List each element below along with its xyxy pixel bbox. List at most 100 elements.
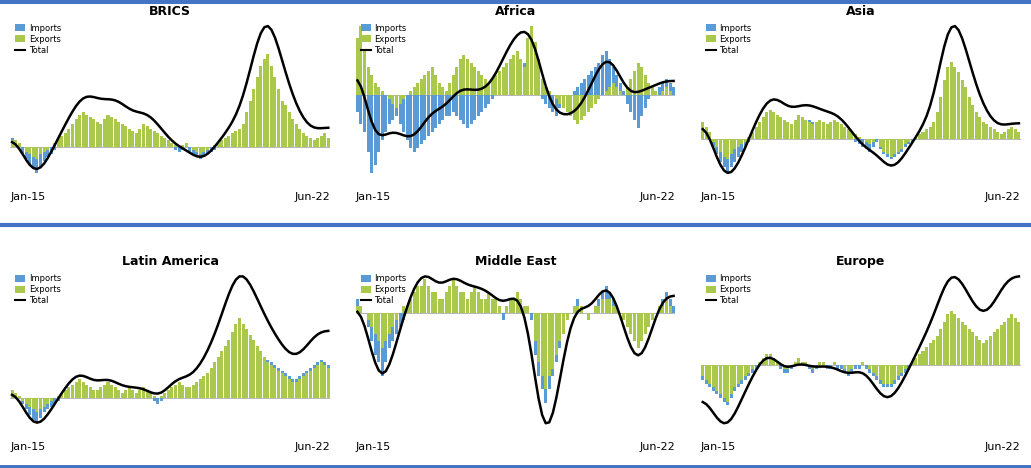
Bar (790, 366, 793, 369)
Bar (10, 140, 13, 147)
Bar (476, 95, 479, 116)
Bar (291, 126, 294, 147)
Bar (508, 307, 511, 313)
Bar (925, 347, 928, 366)
Bar (939, 332, 942, 366)
Bar (484, 79, 487, 95)
Bar (836, 130, 839, 139)
Bar (872, 366, 874, 373)
Bar (552, 313, 555, 376)
Bar (86, 115, 89, 147)
Bar (181, 145, 185, 147)
Bar (974, 117, 977, 139)
Bar (1013, 132, 1017, 139)
Bar (566, 95, 568, 112)
Bar (668, 307, 671, 313)
Bar (587, 95, 590, 112)
Bar (878, 139, 882, 149)
Bar (185, 388, 188, 398)
Bar (986, 124, 989, 139)
Bar (280, 371, 284, 398)
Bar (986, 130, 989, 139)
Bar (93, 395, 95, 398)
Bar (974, 112, 977, 139)
Bar (932, 340, 935, 366)
Bar (217, 368, 220, 398)
Bar (14, 145, 18, 147)
Bar (576, 95, 579, 124)
Bar (794, 362, 797, 366)
Bar (822, 122, 825, 139)
Bar (787, 130, 790, 139)
Bar (964, 87, 967, 139)
Bar (640, 313, 643, 341)
Bar (910, 139, 913, 142)
Bar (444, 307, 447, 313)
Bar (360, 95, 363, 124)
Bar (163, 393, 166, 398)
Bar (459, 95, 462, 120)
Bar (779, 122, 783, 139)
Bar (71, 124, 74, 147)
Bar (611, 307, 614, 313)
Bar (295, 124, 298, 147)
Bar (640, 67, 643, 95)
Bar (512, 307, 516, 313)
Bar (209, 376, 212, 398)
Bar (227, 351, 230, 398)
Bar (555, 313, 558, 362)
Bar (936, 340, 938, 366)
Bar (157, 133, 159, 147)
Bar (71, 390, 74, 398)
Bar (189, 393, 191, 398)
Bar (662, 83, 664, 95)
Bar (851, 366, 854, 373)
Bar (616, 87, 619, 95)
Bar (878, 139, 882, 147)
Bar (78, 385, 81, 398)
Bar (883, 366, 886, 383)
Bar (195, 388, 198, 398)
Bar (32, 147, 35, 157)
Bar (93, 119, 95, 147)
Title: Africa: Africa (495, 5, 536, 18)
Bar (762, 362, 765, 366)
Bar (769, 110, 772, 139)
Bar (544, 87, 547, 95)
Bar (576, 300, 579, 313)
Bar (266, 54, 269, 147)
Bar (323, 365, 326, 398)
Bar (636, 313, 639, 348)
Title: Europe: Europe (836, 255, 886, 268)
Bar (904, 139, 906, 147)
Bar (989, 127, 992, 139)
Bar (640, 313, 643, 341)
Bar (893, 366, 896, 383)
Bar (399, 313, 401, 327)
Bar (484, 300, 487, 313)
Bar (202, 382, 205, 398)
Bar (651, 87, 654, 95)
Bar (417, 83, 420, 95)
Bar (765, 112, 768, 139)
Bar (989, 336, 992, 366)
Bar (28, 398, 31, 415)
Bar (484, 95, 487, 108)
Bar (840, 366, 842, 369)
Bar (626, 313, 629, 327)
Bar (640, 95, 643, 116)
Bar (370, 313, 373, 341)
Bar (227, 340, 230, 398)
Bar (213, 373, 217, 398)
Bar (480, 95, 484, 112)
Bar (604, 91, 607, 95)
Bar (726, 366, 729, 405)
Bar (829, 130, 832, 139)
Bar (93, 390, 95, 398)
Bar (424, 75, 427, 95)
Bar (309, 371, 312, 398)
Bar (206, 379, 209, 398)
Bar (10, 138, 13, 147)
Bar (957, 318, 960, 366)
Bar (177, 382, 180, 398)
